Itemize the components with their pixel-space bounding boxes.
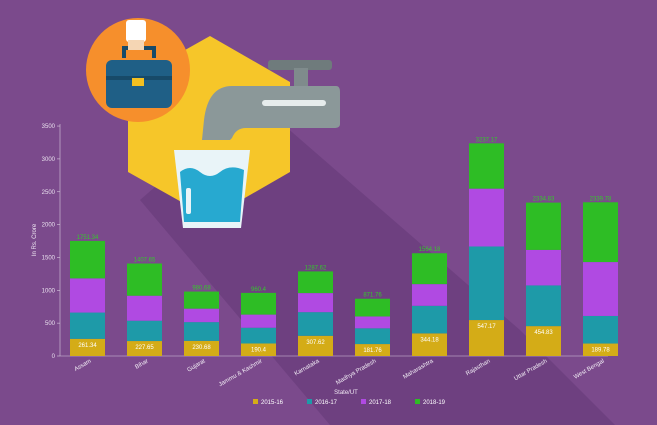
bar-segment xyxy=(412,284,447,306)
bar-segment xyxy=(241,327,276,344)
bar-segment xyxy=(526,249,561,286)
x-category-label: Jammu & Kashmir xyxy=(218,359,263,389)
bar-segment xyxy=(412,253,447,285)
bar-segment xyxy=(127,320,162,342)
water-tap-icon xyxy=(202,60,340,140)
y-tick-label: 0 xyxy=(52,354,56,360)
bar-value-label: 547.17 xyxy=(477,324,496,330)
bar-segment xyxy=(583,262,618,316)
legend: 2015-16 2016-17 2017-18 2018-19 xyxy=(253,399,446,406)
bar-segment xyxy=(583,202,618,263)
bar-total-label: 2339.78 xyxy=(590,196,612,202)
bar-segment xyxy=(184,308,219,323)
bar-total-label: 871.76 xyxy=(363,293,382,299)
bar-value-label: 230.68 xyxy=(192,345,211,351)
bar-total-label: 1564.18 xyxy=(419,247,441,253)
legend-label: 2016-17 xyxy=(315,400,338,406)
bar-value-label: 344.18 xyxy=(420,337,439,343)
legend-label: 2015-16 xyxy=(261,400,284,406)
x-category-label: Bihar xyxy=(134,359,149,371)
water-glass-icon xyxy=(174,150,250,228)
legend-swatch xyxy=(307,399,312,404)
y-ticks: 0 500 1000 1500 2000 2500 3000 3500 xyxy=(42,124,60,360)
bar-segment xyxy=(241,314,276,328)
bar-total-label: 1407.65 xyxy=(134,258,156,264)
legend-swatch xyxy=(253,399,258,404)
bar-segment xyxy=(526,326,561,356)
y-tick-label: 1000 xyxy=(42,288,56,294)
briefcase-icon xyxy=(86,18,190,122)
y-axis-label: In Rs. Crore xyxy=(32,223,38,256)
x-category-label: Gujarat xyxy=(186,358,206,373)
bar-segment xyxy=(355,344,390,356)
bar-segment xyxy=(298,335,333,356)
bar-total-label: 980.68 xyxy=(192,286,211,292)
bar-segment xyxy=(355,298,390,317)
bar-value-label: 307.62 xyxy=(306,340,325,346)
y-tick-label: 1500 xyxy=(42,255,56,261)
bar-segment xyxy=(298,312,333,336)
bar-series: 261.34 1751.34 227.65 1407.65 230.68 980.68 19… xyxy=(70,137,618,356)
x-axis-label: State/UT xyxy=(334,390,358,396)
bar-value-label: 190.4 xyxy=(251,347,267,353)
bar-segment xyxy=(184,322,219,341)
bar-value-label: 181.76 xyxy=(363,348,382,354)
bar-segment xyxy=(127,263,162,296)
bar-segment xyxy=(469,143,504,189)
x-category-label: West Bengal xyxy=(573,359,605,381)
bar-segment xyxy=(469,188,504,247)
legend-swatch xyxy=(361,399,366,404)
bar-segment xyxy=(127,295,162,321)
bar-value-label: 189.78 xyxy=(591,348,610,354)
bar-segment xyxy=(583,343,618,356)
y-tick-label: 3500 xyxy=(42,124,56,130)
bar-segment xyxy=(526,202,561,250)
bar-segment xyxy=(70,312,105,339)
bar-value-label: 227.65 xyxy=(135,345,154,351)
bar-segment xyxy=(127,341,162,356)
legend-swatch xyxy=(415,399,420,404)
legend-label: 2017-18 xyxy=(369,400,392,406)
bar-segment xyxy=(412,305,447,334)
bar-value-label: 261.34 xyxy=(78,343,97,349)
y-tick-label: 2500 xyxy=(42,190,56,196)
bar-segment xyxy=(469,320,504,356)
bar-total-label: 960.4 xyxy=(251,287,267,293)
bar-value-label: 454.83 xyxy=(534,330,553,336)
bar-segment xyxy=(184,291,219,309)
bar-segment xyxy=(298,271,333,294)
y-tick-label: 3000 xyxy=(42,157,56,163)
y-tick-label: 500 xyxy=(45,321,56,327)
x-category-label: Assam xyxy=(74,359,93,373)
bar-segment xyxy=(355,316,390,329)
legend-label: 2018-19 xyxy=(423,400,446,406)
bar-total-label: 3237.17 xyxy=(476,137,498,143)
bar-segment xyxy=(184,340,219,356)
bar-total-label: 1751.34 xyxy=(77,235,99,241)
bar-segment xyxy=(355,328,390,345)
bar-segment xyxy=(412,333,447,356)
bar-segment xyxy=(70,240,105,279)
bar-segment xyxy=(241,343,276,356)
bar-segment xyxy=(469,246,504,321)
bar-total-label: 2334.83 xyxy=(533,197,555,203)
bar-segment xyxy=(583,315,618,344)
bar-total-label: 1287.62 xyxy=(305,265,327,271)
bar-segment xyxy=(526,285,561,327)
y-tick-label: 2000 xyxy=(42,223,56,229)
bar-segment xyxy=(70,338,105,356)
bar-segment xyxy=(70,278,105,313)
bar-segment xyxy=(241,292,276,315)
bar-segment xyxy=(298,293,333,313)
